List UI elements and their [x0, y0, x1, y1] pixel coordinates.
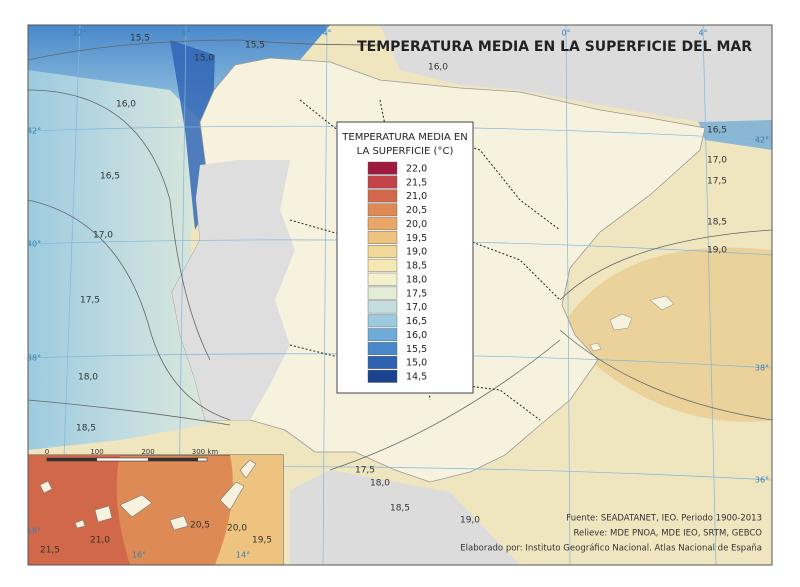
legend: TEMPERATURA MEDIA EN LA SUPERFICIE (°C) … [336, 121, 474, 394]
isoline-label: 17,5 [80, 296, 100, 306]
isoline-label: 16,0 [116, 100, 136, 110]
balearic-islands [589, 295, 675, 352]
legend-swatch [367, 175, 398, 189]
legend-swatch [367, 272, 398, 286]
isoline-label: 16,5 [707, 126, 727, 136]
legend-label: 14,5 [406, 372, 427, 383]
isoline-label: 20,5 [190, 521, 210, 531]
isoline-label: 18,0 [78, 373, 98, 383]
scale-label: 200 [141, 448, 154, 456]
isoline-label: 17,5 [355, 466, 375, 476]
isoline-label: 17,5 [707, 177, 727, 187]
graticule-label: 40° [27, 240, 41, 249]
inset-warm [28, 455, 130, 565]
legend-swatch [367, 356, 398, 369]
graticule-label: 42° [27, 127, 41, 136]
scale-label: 0 [45, 448, 49, 456]
isoline-label: 19,0 [707, 246, 727, 256]
legend-swatch [367, 300, 398, 314]
scale-label: 100 [90, 448, 103, 456]
legend-title: LA SUPERFICIE (°C) [357, 146, 454, 157]
graticule-label: 18° [27, 527, 41, 536]
graticule-label: 12° [73, 29, 87, 38]
isoline-label: 19,0 [460, 516, 480, 526]
legend-swatch [367, 258, 398, 272]
isoline-label: 15,5 [130, 34, 150, 44]
isoline-label: 19,5 [252, 536, 272, 546]
graticule-label: 14° [236, 551, 250, 560]
legend-label: 17,0 [406, 302, 427, 313]
source-text: Relieve: MDE PNOA, MDE IEO, SRTM, GEBCO [573, 529, 762, 539]
graticule-label: 36° [755, 476, 769, 485]
legend-label: 21,5 [406, 177, 427, 188]
graticule-label: 38° [27, 354, 41, 363]
legend-box [336, 121, 474, 394]
legend-swatch [367, 314, 398, 328]
graticule-label: 4° [698, 29, 707, 38]
source-text: Elaborado por: Instituto Geográfico Naci… [460, 544, 762, 554]
isoline-label: 15,5 [245, 41, 265, 51]
isoline-label: 18,5 [707, 218, 727, 228]
graticule-label: 0° [561, 29, 570, 38]
isoline-label: 16,5 [100, 172, 120, 182]
legend-title: TEMPERATURA MEDIA EN [341, 132, 467, 143]
africa [290, 470, 520, 565]
legend-swatch [367, 161, 398, 175]
warm-sea [560, 247, 772, 422]
scale-label: 300 km [192, 448, 219, 456]
legend-swatch [367, 217, 398, 231]
inset-cool [215, 455, 283, 565]
legend-swatch [367, 203, 398, 217]
isoline-label: 17,0 [93, 231, 113, 241]
legend-label: 15,0 [406, 358, 427, 369]
legend-label: 17,5 [406, 288, 427, 299]
france [380, 25, 772, 122]
legend-label: 18,0 [406, 274, 427, 285]
legend-swatch [367, 328, 398, 342]
legend-swatch [367, 369, 398, 383]
graticule-label: 8° [181, 29, 190, 38]
scale-bar [46, 457, 208, 462]
legend-label: 19,5 [406, 233, 427, 244]
legend-swatch [367, 189, 398, 203]
legend-label: 21,0 [406, 191, 427, 202]
graticule-label: 42° [755, 136, 769, 145]
legend-swatch [367, 245, 398, 258]
isoline-label: 20,0 [227, 524, 247, 534]
isoline-label: 21,5 [40, 546, 60, 556]
isoline-label: 18,5 [390, 504, 410, 514]
map-title: TEMPERATURA MEDIA EN LA SUPERFICIE DEL M… [357, 39, 752, 55]
isolines [27, 39, 773, 471]
legend-swatch [367, 286, 398, 300]
isoline-label: 15,0 [194, 54, 214, 64]
graticule-label: 38° [755, 364, 769, 373]
isoline-label: 16,0 [428, 63, 448, 73]
legend-label: 16,5 [406, 316, 427, 327]
isoline-label: 17,0 [707, 156, 727, 166]
legend-label: 15,5 [406, 344, 427, 355]
legend-label: 20,0 [406, 219, 427, 230]
source-text: Fuente: SEADATANET, IEO. Periodo 1900-20… [566, 514, 762, 524]
graticule-label: 4° [322, 29, 331, 38]
isoline-label: 18,0 [370, 479, 390, 489]
legend-label: 19,0 [406, 247, 427, 258]
atlantic [28, 25, 330, 450]
legend-label: 18,5 [406, 261, 427, 272]
legend-swatch [367, 231, 398, 244]
legend-label: 22,0 [406, 163, 427, 174]
portugal [172, 160, 295, 420]
graticule-label: 16° [132, 551, 146, 560]
legend-swatch [367, 342, 398, 355]
legend-label: 20,5 [406, 205, 427, 216]
frame [27, 24, 773, 566]
isoline-label: 18,5 [76, 424, 96, 434]
isoline-label: 21,0 [90, 536, 110, 546]
legend-label: 16,0 [406, 330, 427, 341]
canary-islands [39, 459, 257, 531]
